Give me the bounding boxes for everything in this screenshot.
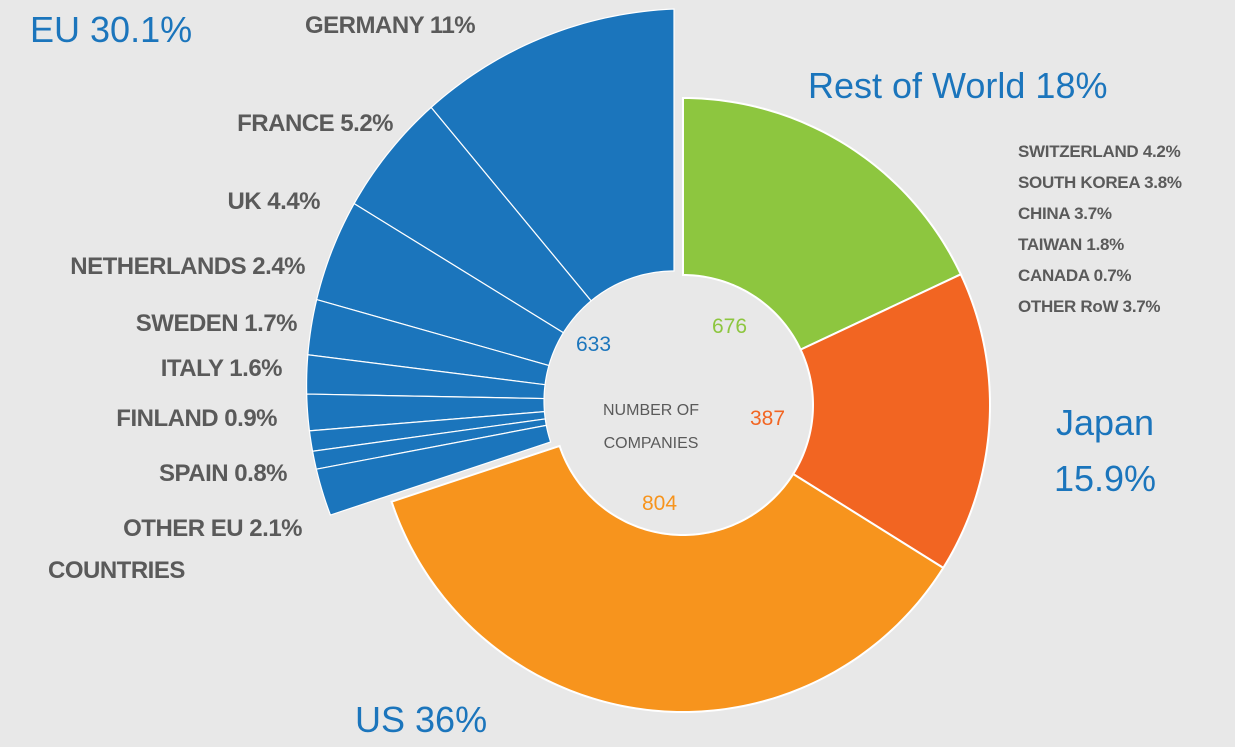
category-name: Rest of World (808, 65, 1026, 106)
row-name: CHINA (1018, 204, 1070, 223)
count: 633 (576, 333, 612, 356)
row-name: CANADA (1018, 266, 1090, 285)
category-value: 30.1% (90, 9, 193, 50)
category-value: 36% (415, 699, 488, 740)
sub-slice (307, 298, 550, 386)
eu-label: OTHER EU 2.1% (123, 517, 302, 541)
category-value: 18% (1035, 65, 1108, 106)
count: 387 (750, 407, 786, 430)
eu-value: 2.4% (252, 253, 305, 280)
eu-name: ITALY (160, 355, 224, 382)
row-name: TAIWAN (1018, 235, 1082, 254)
slice (390, 444, 945, 714)
eu-label: NETHERLANDS 2.4% (70, 255, 305, 279)
eu-value: 1.7% (244, 310, 297, 337)
category-name: Japan (1055, 402, 1155, 443)
eu-name: GERMANY (305, 12, 424, 39)
sub-slice (353, 106, 592, 334)
eu-value: 0.9% (224, 405, 277, 432)
eu-label: SWEDEN 1.7% (135, 310, 298, 337)
center-label: NUMBER OF (551, 403, 751, 419)
eu-name: COUNTRIES (48, 557, 185, 584)
row-label: SOUTH KOREA 3.8% (1018, 174, 1182, 191)
sub-slice (315, 424, 552, 516)
eu-name: FINLAND (116, 405, 219, 432)
row-value: 3.7% (1122, 297, 1161, 316)
row-value: 1.8% (1086, 235, 1124, 254)
eu-label: SPAIN 0.8% (159, 462, 287, 486)
eu-value: 11% (429, 12, 476, 39)
eu-value: 5.2% (340, 110, 393, 137)
eu-label: UK 4.4% (227, 190, 320, 214)
row-value: 0.7% (1093, 266, 1132, 285)
eu-name: NETHERLANDS (70, 253, 247, 280)
eu-name: SPAIN (159, 460, 229, 487)
category-name: US (355, 699, 406, 740)
category-name: EU (30, 9, 81, 50)
center-text: COMPANIES (603, 435, 699, 452)
row-value: 4.2% (1142, 142, 1181, 161)
eu-name: FRANCE (237, 110, 335, 137)
sub-slice (305, 354, 546, 400)
eu-name: SWEDEN (135, 310, 239, 337)
center-label: COMPANIES (551, 436, 751, 452)
count-label: 804 (642, 493, 677, 514)
center-text: NUMBER OF (603, 402, 699, 419)
category-label: US 36% (355, 702, 487, 738)
eu-label: ITALY 1.6% (160, 355, 283, 382)
row-label: OTHER RoW 3.7% (1018, 297, 1161, 316)
category-label: EU 30.1% (30, 12, 192, 48)
row-value: 3.7% (1074, 204, 1112, 223)
row-name: SOUTH KOREA (1018, 173, 1140, 192)
eu-label: GERMANY 11% (305, 12, 476, 39)
sub-slice (308, 410, 546, 452)
count: 804 (642, 492, 678, 515)
eu-name: OTHER EU (123, 515, 244, 542)
category-label: Japan 15.9% (1045, 395, 1165, 507)
row-value: 3.8% (1144, 173, 1182, 192)
row-label: CHINA 3.7% (1018, 205, 1112, 222)
row-label: CANADA 0.7% (1018, 266, 1132, 285)
count-label: 387 (750, 408, 785, 429)
count-label: 676 (712, 316, 747, 337)
row-label: SWITZERLAND 4.2% (1018, 142, 1181, 161)
eu-label: FINLAND 0.9% (116, 407, 277, 431)
sub-slice (306, 393, 546, 432)
count-label: 633 (576, 334, 611, 355)
row-label: TAIWAN 1.8% (1018, 236, 1124, 253)
eu-value: 2.1% (249, 515, 302, 542)
eu-value: 1.6% (229, 355, 282, 382)
eu-value: 0.8% (234, 460, 287, 487)
sub-slice (315, 202, 565, 367)
category-label: Rest of World 18% (808, 68, 1107, 104)
sub-slice (430, 8, 675, 302)
eu-name: UK (227, 188, 262, 215)
eu-value: 4.4% (267, 188, 320, 215)
row-name: SWITZERLAND (1018, 142, 1139, 161)
category-value: 15.9% (1053, 458, 1157, 499)
row-name: OTHER RoW (1018, 297, 1119, 316)
count: 676 (712, 315, 748, 338)
eu-label: COUNTRIES (48, 559, 185, 583)
eu-label: FRANCE 5.2% (237, 112, 393, 136)
sub-slice (311, 418, 547, 470)
